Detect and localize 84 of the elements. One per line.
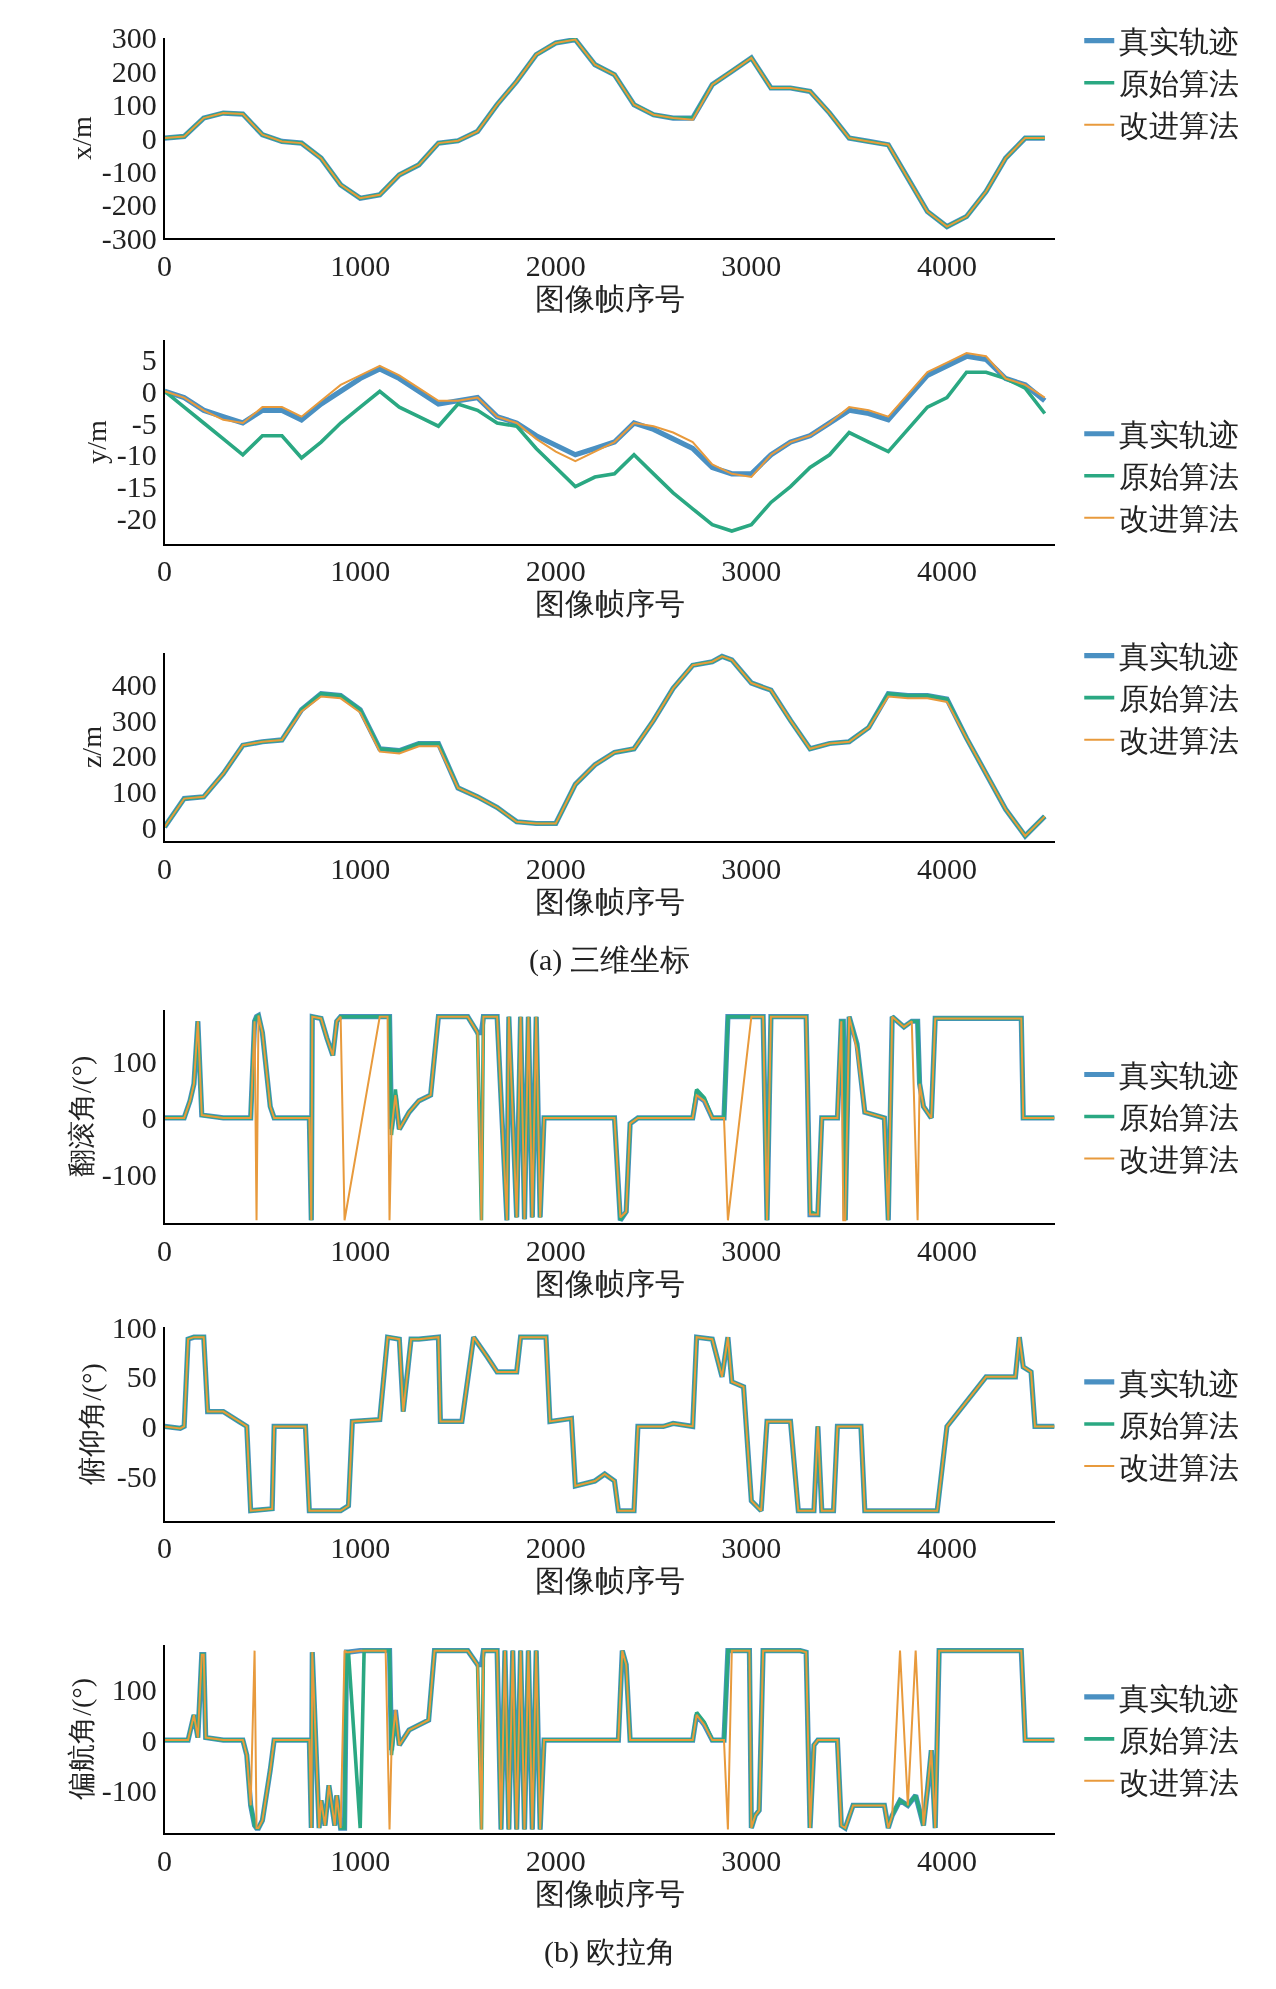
legend-label: 原始算法 — [1119, 1101, 1240, 1135]
x-tick-label: 2000 — [525, 249, 586, 283]
legend-label: 原始算法 — [1119, 682, 1240, 716]
x-tick-label: 2000 — [525, 1531, 586, 1565]
x-axis-title: 图像帧序号 — [534, 282, 685, 316]
x-axis-title: 图像帧序号 — [534, 587, 685, 621]
y-tick-label: 100 — [111, 1044, 157, 1078]
legend-label: 改进算法 — [1119, 502, 1240, 536]
y-tick-label: -300 — [101, 221, 157, 255]
y-tick-label: 100 — [111, 774, 157, 808]
y-tick-label: 100 — [111, 1673, 157, 1707]
y-tick-label: -100 — [101, 154, 157, 188]
y-tick-label: 100 — [111, 88, 157, 122]
legend-label: 原始算法 — [1119, 460, 1240, 494]
x-tick-label: 4000 — [916, 554, 977, 588]
x-tick-label: 1000 — [330, 1843, 391, 1877]
legend-label: 真实轨迹 — [1119, 1366, 1240, 1400]
y-axis-title: x/m — [66, 116, 98, 160]
legend-label: 原始算法 — [1119, 67, 1240, 101]
x-tick-label: 3000 — [721, 1531, 782, 1565]
y-axis-title: z/m — [76, 725, 108, 769]
x-tick-label: 3000 — [721, 1843, 782, 1877]
x-axis-title: 图像帧序号 — [534, 885, 685, 919]
x-tick-label: 1000 — [330, 852, 391, 886]
y-tick-label: 100 — [111, 1310, 157, 1344]
y-tick-label: 0 — [141, 1101, 157, 1135]
legend-label: 改进算法 — [1119, 1765, 1240, 1799]
y-tick-label: 200 — [111, 54, 157, 88]
y-tick-label: -15 — [116, 470, 157, 504]
y-tick-label: 0 — [141, 810, 157, 844]
x-tick-label: 4000 — [916, 1233, 977, 1267]
y-axis-title: y/m — [81, 420, 113, 464]
y-tick-label: 300 — [111, 703, 157, 737]
x-tick-label: 1000 — [330, 554, 391, 588]
text: (b) 欧拉角 — [544, 1935, 677, 1969]
legend-label: 原始算法 — [1119, 1408, 1240, 1442]
y-tick-label: -100 — [101, 1773, 157, 1807]
legend-label: 改进算法 — [1119, 1143, 1240, 1177]
legend-label: 改进算法 — [1119, 1450, 1240, 1484]
x-axis-title: 图像帧序号 — [534, 1266, 685, 1300]
x-tick-label: 4000 — [916, 249, 977, 283]
y-tick-label: 0 — [141, 121, 157, 155]
x-tick-label: 1000 — [330, 1531, 391, 1565]
y-tick-label: -20 — [116, 501, 157, 535]
y-tick-label: 0 — [141, 1723, 157, 1757]
y-tick-label: 5 — [141, 342, 157, 376]
legend-label: 真实轨迹 — [1119, 1059, 1240, 1093]
x-axis-title: 图像帧序号 — [534, 1876, 685, 1910]
y-tick-label: 300 — [111, 21, 157, 55]
x-tick-label: 2000 — [525, 852, 586, 886]
legend-label: 真实轨迹 — [1119, 1681, 1240, 1715]
x-tick-label: 2000 — [525, 554, 586, 588]
x-tick-label: 3000 — [721, 554, 782, 588]
x-tick-label: 3000 — [721, 1233, 782, 1267]
legend-label: 原始算法 — [1119, 1723, 1240, 1757]
legend-label: 改进算法 — [1119, 724, 1240, 758]
y-tick-label: -200 — [101, 188, 157, 222]
x-tick-label: 2000 — [525, 1233, 586, 1267]
y-tick-label: -50 — [116, 1459, 157, 1493]
y-axis-title: 俯仰角/(°) — [76, 1363, 108, 1485]
legend-label: 真实轨迹 — [1119, 418, 1240, 452]
x-tick-label: 1000 — [330, 249, 391, 283]
x-tick-label: 4000 — [916, 852, 977, 886]
legend-label: 真实轨迹 — [1119, 640, 1240, 674]
y-tick-label: 200 — [111, 739, 157, 773]
x-tick-label: 4000 — [916, 1843, 977, 1877]
x-axis-title: 图像帧序号 — [534, 1564, 685, 1598]
y-tick-label: 0 — [141, 374, 157, 408]
y-axis-title: 翻滚角/(°) — [66, 1055, 98, 1178]
x-tick-label: 3000 — [721, 852, 782, 886]
y-tick-label: -10 — [116, 438, 157, 472]
text: (a) 三维坐标 — [529, 943, 690, 977]
y-tick-label: 0 — [141, 1409, 157, 1443]
y-tick-label: -5 — [131, 406, 157, 440]
x-tick-label: 3000 — [721, 249, 782, 283]
y-tick-label: -100 — [101, 1158, 157, 1192]
y-axis-title: 偏航角/(°) — [66, 1678, 98, 1800]
legend-label: 真实轨迹 — [1119, 25, 1240, 59]
legend-label: 改进算法 — [1119, 109, 1240, 143]
y-tick-label: 400 — [111, 668, 157, 702]
x-tick-label: 1000 — [330, 1233, 391, 1267]
x-tick-label: 4000 — [916, 1531, 977, 1565]
x-tick-label: 2000 — [525, 1843, 586, 1877]
y-tick-label: 50 — [126, 1360, 157, 1394]
